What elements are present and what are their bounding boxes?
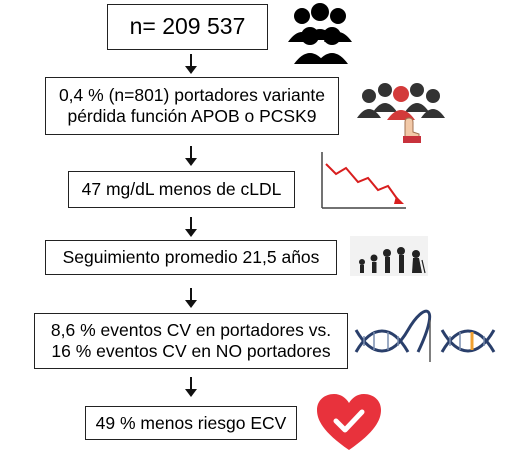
step-box-4: Seguimiento promedio 21,5 años: [45, 240, 337, 275]
step-6-text: 49 % menos riesgo ECV: [95, 412, 287, 433]
step-box-2: 0,4 % (n=801) portadores variante pérdid…: [45, 77, 339, 135]
aging-people-icon: [350, 236, 428, 276]
people-group-icon: [288, 3, 352, 64]
step-2-line-1: 0,4 % (n=801) portadores variante: [58, 85, 326, 106]
step-box-3: 47 mg/dL menos de cLDL: [68, 171, 295, 208]
heart-check-icon: [317, 394, 381, 450]
dna-icon: [354, 309, 496, 362]
arrow-1: [185, 54, 197, 74]
arrow-2: [185, 146, 197, 166]
step-box-6: 49 % menos riesgo ECV: [85, 406, 297, 440]
arrow-3: [185, 217, 197, 237]
step-3-text: 47 mg/dL menos de cLDL: [81, 179, 282, 200]
people-pointing-icon: [357, 83, 445, 143]
step-box-1: n= 209 537: [107, 4, 268, 50]
step-1-text: n= 209 537: [129, 13, 246, 40]
step-2-line-2: pérdida función APOB o PCSK9: [67, 106, 317, 126]
step-4-text: Seguimiento promedio 21,5 años: [62, 247, 320, 268]
step-5-line-1: 8,6 % eventos CV en portadores vs.: [50, 320, 332, 341]
step-box-5: 8,6 % eventos CV en portadores vs. 16 % …: [34, 313, 348, 369]
arrow-4: [185, 288, 197, 308]
step-5-line-2: 16 % eventos CV en NO portadores: [51, 341, 331, 361]
declining-chart-icon: [321, 152, 406, 209]
arrow-5: [185, 377, 197, 397]
